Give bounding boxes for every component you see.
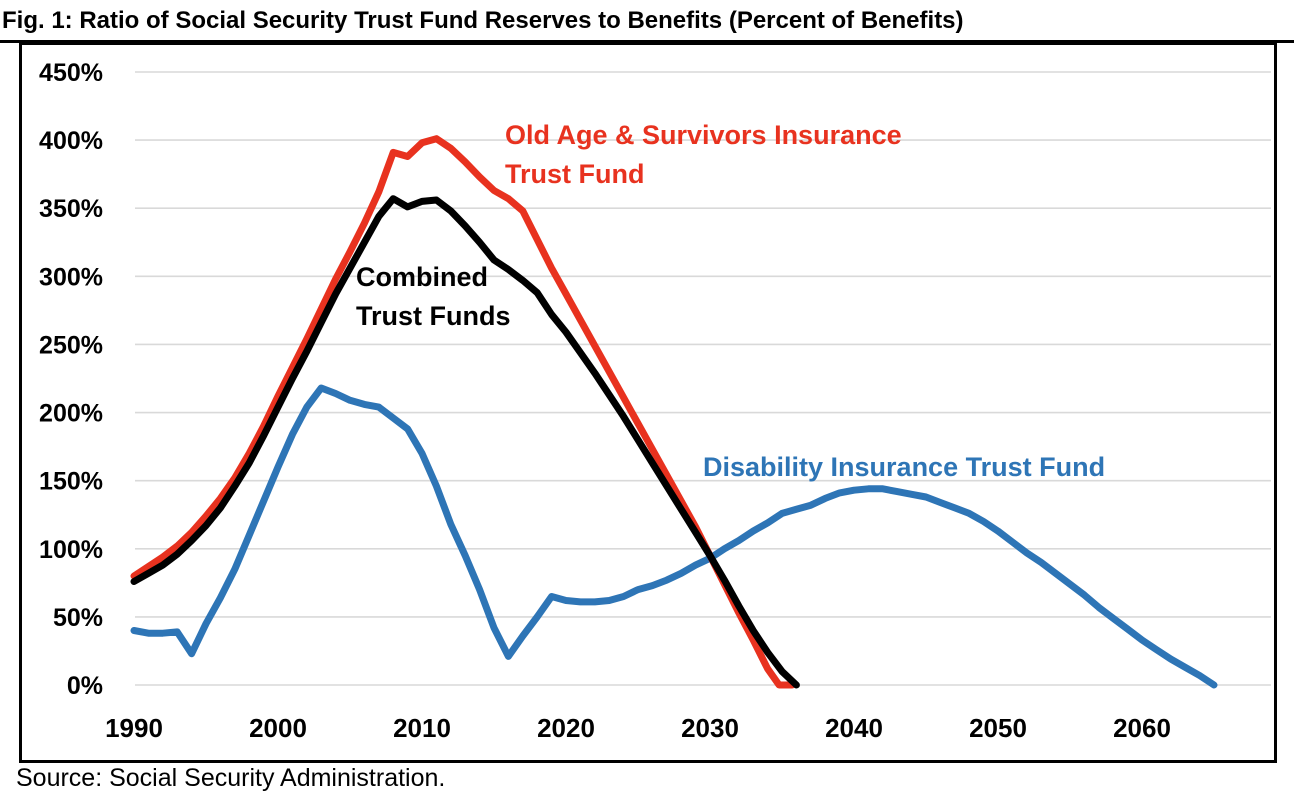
y-tick-label-150: 150%	[39, 468, 103, 496]
series-line-combined	[130, 195, 800, 689]
x-tick-label-2020: 2020	[537, 713, 595, 743]
x-tick-label-2010: 2010	[393, 713, 451, 743]
x-tick-label-2000: 2000	[249, 713, 307, 743]
x-tick-label-2030: 2030	[681, 713, 739, 743]
series-label-di: Disability Insurance Trust Fund	[703, 448, 1105, 487]
x-tick-label-2050: 2050	[969, 713, 1027, 743]
series-label-combined: Combined Trust Funds	[356, 258, 511, 336]
series-line-di	[130, 384, 1218, 689]
x-tick-label-2060: 2060	[1113, 713, 1171, 743]
y-tick-label-0: 0%	[67, 672, 103, 700]
y-tick-label-50: 50%	[53, 604, 103, 632]
y-tick-label-450: 450%	[39, 59, 103, 87]
series-label-oasi-line1: Old Age & Survivors Insurance	[505, 120, 902, 150]
figure-source: Source: Social Security Administration.	[16, 764, 446, 792]
y-tick-label-200: 200%	[39, 400, 103, 428]
chart-border	[19, 42, 1277, 763]
series-line-oasi	[130, 135, 796, 689]
series-label-combined-line1: Combined	[356, 262, 488, 292]
x-tick-label-1990: 1990	[105, 713, 163, 743]
figure-title: Fig. 1: Ratio of Social Security Trust F…	[0, 0, 1294, 43]
series-label-di-line1: Disability Insurance Trust Fund	[703, 452, 1106, 482]
y-tick-label-100: 100%	[39, 536, 103, 564]
y-tick-label-350: 350%	[39, 195, 103, 223]
series-label-oasi-line2: Trust Fund	[505, 159, 645, 189]
y-tick-label-400: 400%	[39, 127, 103, 155]
series-label-oasi: Old Age & Survivors Insurance Trust Fund	[505, 116, 902, 194]
y-tick-label-300: 300%	[39, 263, 103, 291]
x-tick-label-2040: 2040	[825, 713, 883, 743]
y-tick-label-250: 250%	[39, 331, 103, 359]
series-label-combined-line2: Trust Funds	[356, 301, 511, 331]
